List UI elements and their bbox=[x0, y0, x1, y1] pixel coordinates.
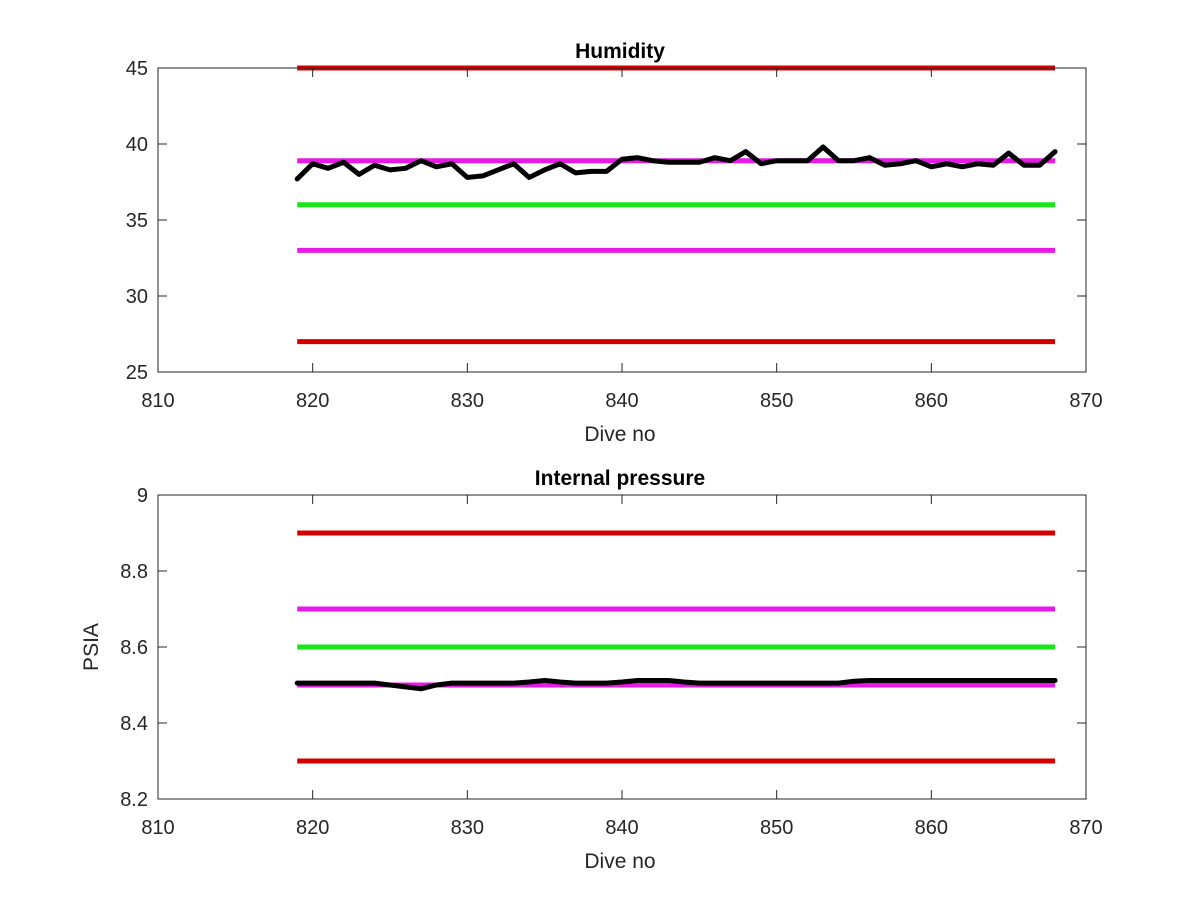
pressure-xtick-label: 820 bbox=[296, 817, 329, 839]
pressure-title: Internal pressure bbox=[535, 467, 705, 490]
pressure-ticks: 810 820 830 840 850 860 870 8.2 8.4 8.6 8.8 9 bbox=[120, 485, 1103, 839]
humidity-ytick-label: 25 bbox=[126, 362, 148, 384]
humidity-ytick-label: 40 bbox=[126, 134, 148, 156]
humidity-xtick-label: 870 bbox=[1069, 390, 1102, 412]
humidity-title: Humidity bbox=[575, 40, 665, 63]
pressure-ylabel: PSIA bbox=[80, 623, 103, 671]
humidity-xtick-label: 820 bbox=[296, 390, 329, 412]
humidity-xtick-label: 810 bbox=[141, 390, 174, 412]
humidity-ticks: 810 820 830 840 850 860 870 25 30 35 40 45 bbox=[126, 58, 1103, 412]
humidity-xtick-label: 850 bbox=[760, 390, 793, 412]
humidity-axes: Humidity 810 820 830 840 850 860 870 25 30 35 40 45… bbox=[126, 40, 1103, 446]
humidity-series-line-0 bbox=[294, 144, 1058, 182]
pressure-series-line-0 bbox=[294, 677, 1058, 692]
pressure-ytick-label: 8.8 bbox=[120, 561, 148, 583]
pressure-ytick-label: 8.2 bbox=[120, 789, 148, 811]
pressure-xlabel: Dive no bbox=[584, 850, 655, 873]
pressure-xtick-label: 840 bbox=[605, 817, 638, 839]
humidity-ytick-label: 45 bbox=[126, 58, 148, 80]
pressure-xtick-label: 810 bbox=[141, 817, 174, 839]
pressure-xtick-label: 870 bbox=[1069, 817, 1102, 839]
pressure-xtick-label: 860 bbox=[915, 817, 948, 839]
pressure-ytick-label: 8.6 bbox=[120, 637, 148, 659]
humidity-xlabel: Dive no bbox=[584, 423, 655, 446]
pressure-xtick-label: 850 bbox=[760, 817, 793, 839]
humidity-xtick-label: 860 bbox=[915, 390, 948, 412]
pressure-axes: Internal pressure 810 820 830 840 850 860 8708… bbox=[80, 467, 1103, 873]
humidity-plot-area bbox=[294, 65, 1058, 345]
pressure-xtick-label: 830 bbox=[451, 817, 484, 839]
humidity-ytick-label: 30 bbox=[126, 286, 148, 308]
humidity-xtick-label: 830 bbox=[451, 390, 484, 412]
humidity-axes-frame bbox=[157, 67, 1087, 373]
pressure-plot-area bbox=[294, 530, 1058, 764]
pressure-ytick-label: 9 bbox=[137, 485, 148, 507]
humidity-ytick-label: 35 bbox=[126, 210, 148, 232]
pressure-ytick-label: 8.4 bbox=[120, 713, 148, 735]
humidity-xtick-label: 840 bbox=[605, 390, 638, 412]
